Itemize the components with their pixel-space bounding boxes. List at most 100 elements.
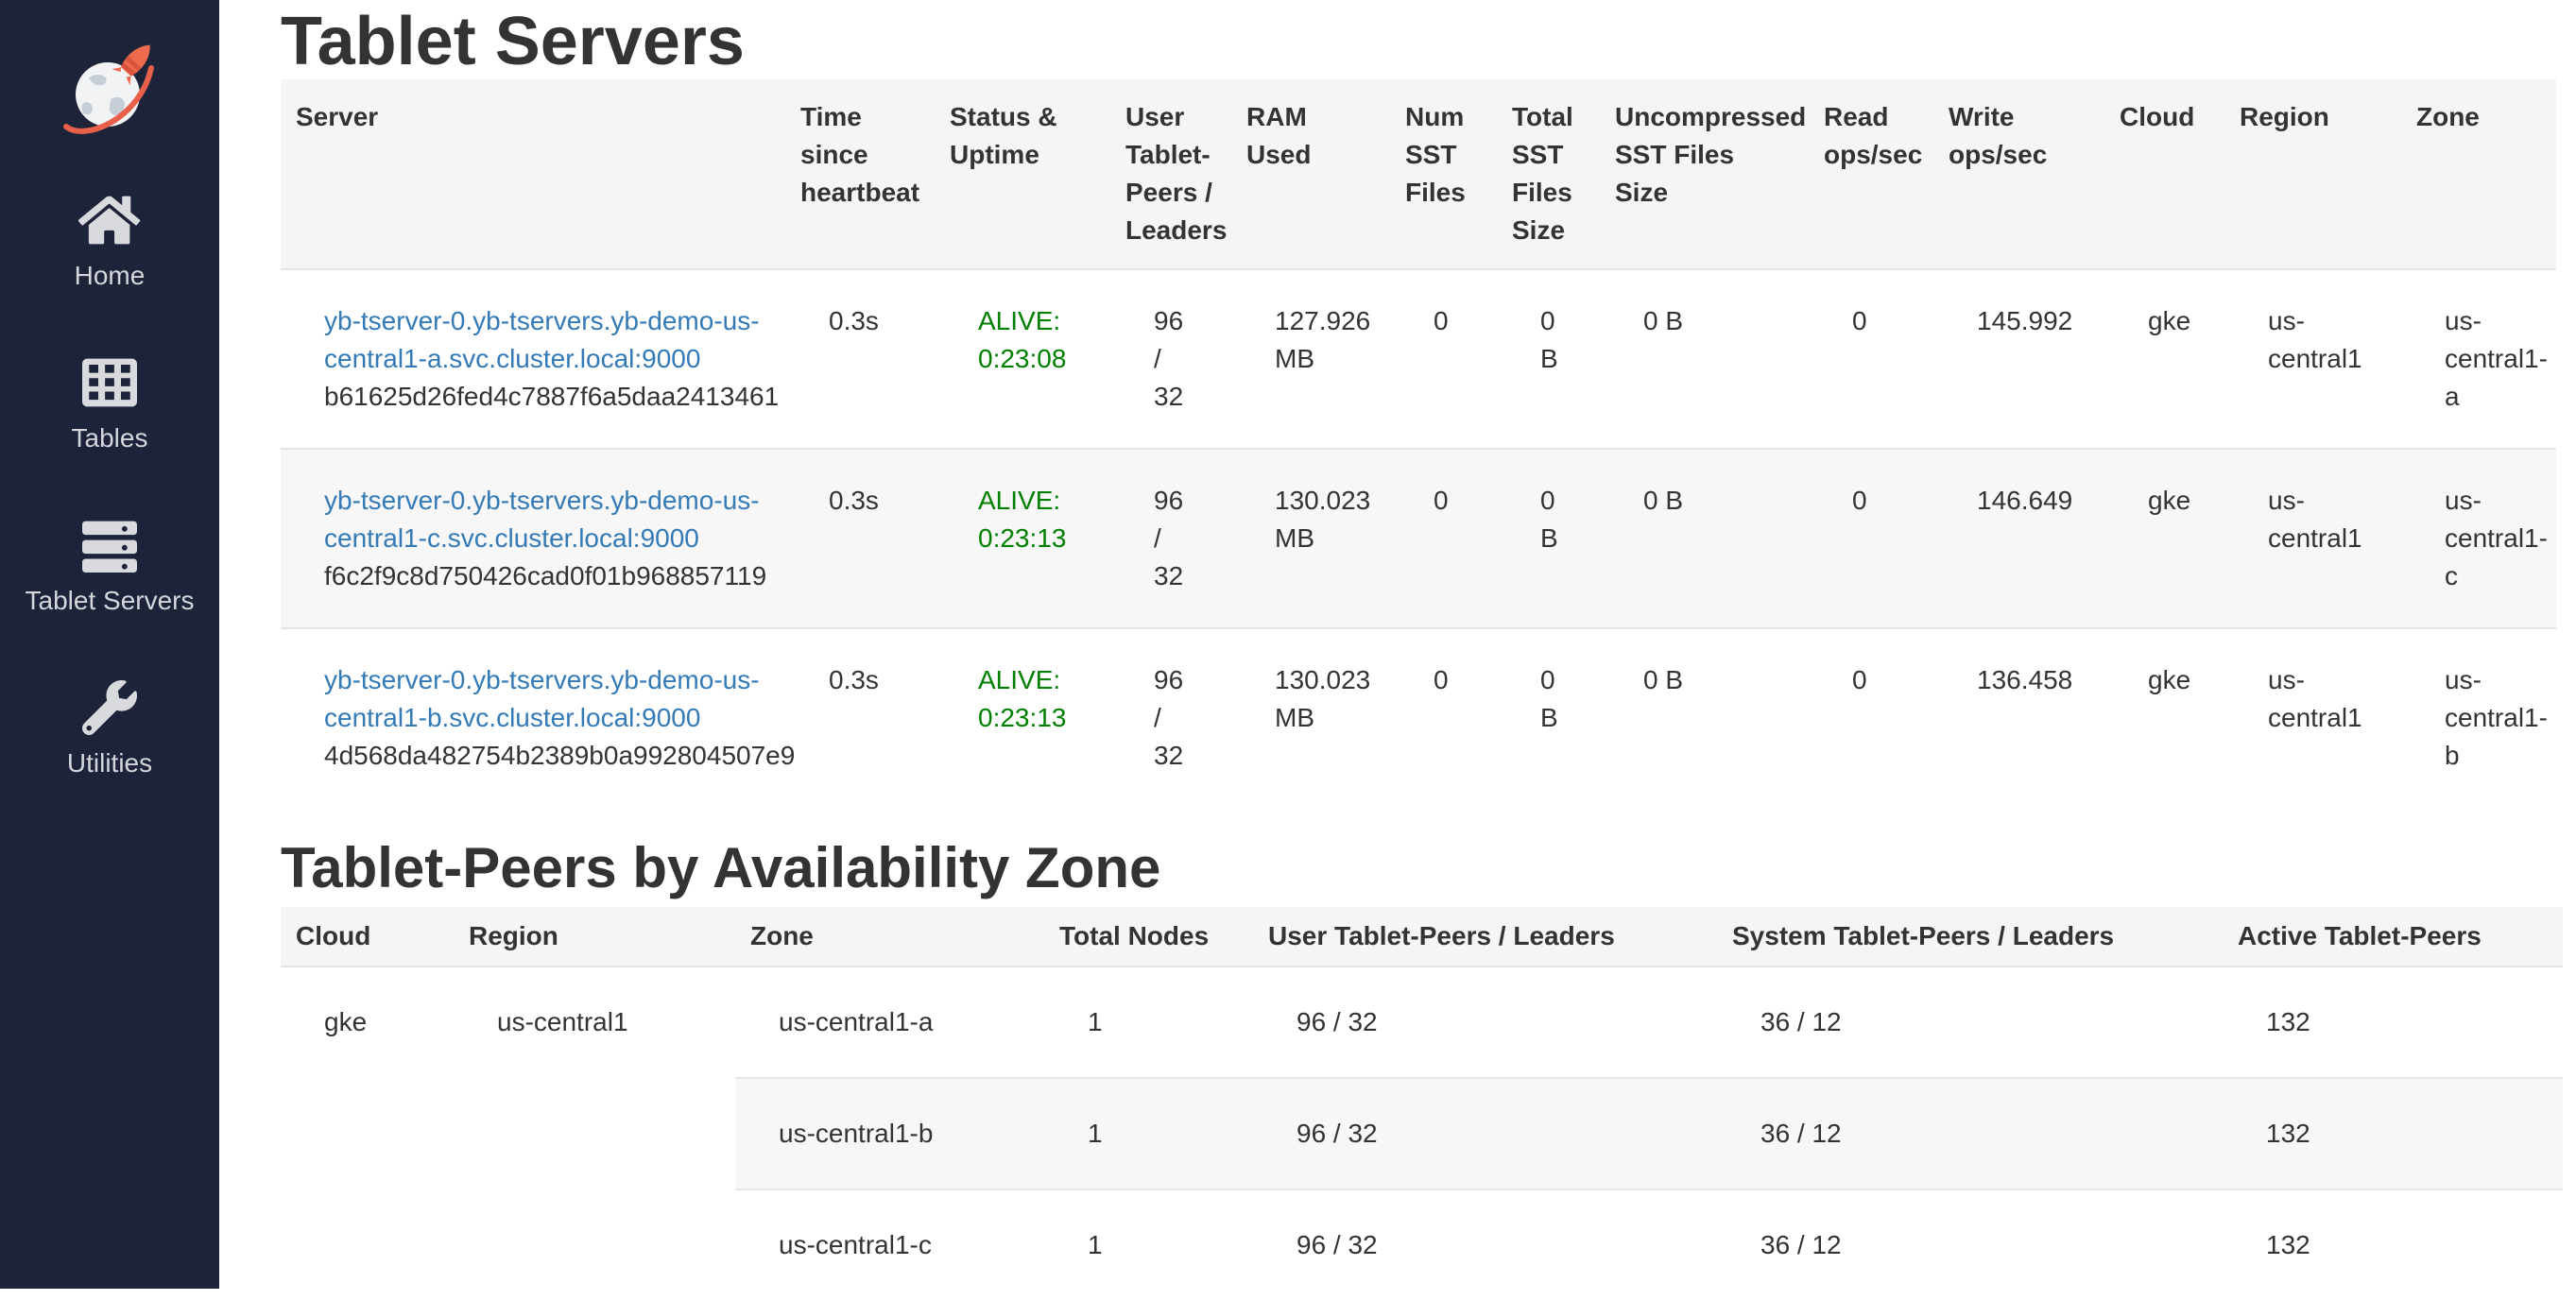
col-total-nodes: Total Nodes	[1044, 907, 1253, 966]
user-peers-cell: 96 / 32	[1253, 966, 1717, 1078]
az-row: us-central1-b 1 96 / 32 36 / 12 132	[281, 1077, 2563, 1189]
ram-cell: 127.926 MB	[1231, 268, 1390, 449]
col-server: Server	[281, 79, 785, 269]
col-total-sst: Total SST Files Size	[1497, 79, 1600, 269]
col-system-peers: System Tablet-Peers / Leaders	[1717, 907, 2223, 966]
server-uuid: b61625d26fed4c7887f6a5daa2413461	[324, 382, 780, 411]
region-cell: us-central1	[2224, 627, 2401, 807]
col-region: Region	[2224, 79, 2401, 269]
user-peers-cell: 96 / 32	[1253, 1077, 1717, 1189]
tablet-servers-icon	[82, 521, 137, 573]
col-zone: Zone	[2401, 79, 2556, 269]
col-zone: Zone	[735, 907, 1044, 966]
active-peers-cell: 132	[2223, 1077, 2563, 1189]
server-cell: yb-tserver-0.yb-tservers.yb-demo-us-cent…	[281, 268, 785, 449]
col-cloud: Cloud	[2104, 79, 2224, 269]
az-section-title: Tablet-Peers by Availability Zone	[281, 836, 1161, 899]
sidebar-item-label: Utilities	[66, 748, 153, 778]
tserver-row: yb-tserver-0.yb-tservers.yb-demo-us-cent…	[281, 268, 2556, 449]
col-active-peers: Active Tablet-Peers	[2223, 907, 2563, 966]
server-cell: yb-tserver-0.yb-tservers.yb-demo-us-cent…	[281, 627, 796, 807]
region-cell: us-central1	[454, 966, 735, 1300]
system-peers-cell: 36 / 12	[1717, 966, 2223, 1078]
az-row: us-central1-c 1 96 / 32 36 / 12 132	[281, 1189, 2563, 1300]
system-peers-cell: 36 / 12	[1717, 1189, 2223, 1300]
sidebar-item-tablet-servers[interactable]: Tablet Servers	[25, 518, 195, 620]
status-cell: ALIVE: 0:23:08	[935, 268, 1110, 449]
sidebar-item-label: Home	[74, 261, 146, 290]
heartbeat-cell: 0.3s	[785, 268, 935, 449]
active-peers-cell: 132	[2223, 1189, 2563, 1300]
heartbeat-cell: 0.3s	[785, 627, 935, 807]
active-peers-cell: 132	[2223, 966, 2563, 1078]
zone-cell: us-central1-c	[735, 1189, 1044, 1300]
write-ops-cell: 136.458	[1933, 627, 2104, 807]
zone-cell: us-central1-c	[2401, 448, 2556, 628]
status-cell: ALIVE: 0:23:13	[935, 448, 1110, 628]
sidebar-nav: Home Tables Tablet Servers Utilities	[25, 193, 195, 843]
status-text: ALIVE: 0:23:08	[978, 306, 1067, 373]
write-ops-cell: 145.992	[1933, 268, 2104, 449]
status-text: ALIVE: 0:23:13	[978, 665, 1067, 732]
utilities-icon	[81, 680, 137, 735]
col-heartbeat: Time since heartbeat	[785, 79, 935, 269]
tables-icon	[82, 358, 137, 407]
col-num-sst: Num SST Files	[1390, 79, 1497, 269]
user-peers-cell: 96 / 32	[1110, 268, 1231, 449]
zone-cell: us-central1-b	[735, 1077, 1044, 1189]
az-row: gke us-central1 us-central1-a 1 96 / 32 …	[281, 966, 2563, 1300]
tablet-servers-header-row: Server Time since heartbeat Status & Upt…	[281, 79, 2556, 269]
total-nodes-cell: 1	[1044, 966, 1253, 1078]
tserver-row: yb-tserver-0.yb-tservers.yb-demo-us-cent…	[281, 448, 2556, 628]
sidebar-item-label: Tables	[71, 423, 148, 453]
system-peers-cell: 36 / 12	[1717, 1077, 2223, 1189]
az-table: Cloud Region Zone Total Nodes User Table…	[281, 907, 2563, 1300]
cloud-cell: gke	[2104, 448, 2224, 628]
yugabyte-logo[interactable]	[53, 32, 166, 151]
sidebar: Home Tables Tablet Servers Utilities	[0, 0, 219, 1289]
cloud-cell: gke	[2104, 627, 2224, 807]
cloud-cell: gke	[2104, 268, 2224, 449]
sidebar-item-label: Tablet Servers	[25, 586, 195, 615]
tablet-servers-table: Server Time since heartbeat Status & Upt…	[281, 79, 2556, 807]
server-link[interactable]: yb-tserver-0.yb-tservers.yb-demo-us-cent…	[324, 665, 760, 732]
col-ram: RAM Used	[1231, 79, 1390, 269]
total-nodes-cell: 1	[1044, 1077, 1253, 1189]
ram-cell: 130.023 MB	[1231, 627, 1390, 807]
write-ops-cell: 146.649	[1933, 448, 2104, 628]
num-sst-cell: 0	[1390, 448, 1497, 628]
sidebar-item-home[interactable]: Home	[74, 193, 146, 295]
tserver-row: yb-tserver-0.yb-tservers.yb-demo-us-cent…	[281, 627, 2556, 807]
total-nodes-cell: 1	[1044, 1189, 1253, 1300]
server-cell: yb-tserver-0.yb-tservers.yb-demo-us-cent…	[281, 448, 785, 628]
server-uuid: f6c2f9c8d750426cad0f01b968857119	[324, 561, 767, 590]
num-sst-cell: 0	[1390, 627, 1497, 807]
uncompressed-sst-cell: 0 B	[1600, 268, 1809, 449]
zone-cell: us-central1-a	[2401, 268, 2556, 449]
server-link[interactable]: yb-tserver-0.yb-tservers.yb-demo-us-cent…	[324, 306, 760, 373]
col-region: Region	[454, 907, 735, 966]
cloud-cell: gke	[281, 966, 454, 1300]
region-cell: us-central1	[2224, 268, 2401, 449]
col-user-peers: User Tablet-Peers / Leaders	[1110, 79, 1231, 269]
user-peers-cell: 96 / 32	[1253, 1189, 1717, 1300]
user-peers-cell: 96 / 32	[1110, 448, 1231, 628]
read-ops-cell: 0	[1809, 448, 1933, 628]
user-peers-cell: 96 / 32	[1110, 627, 1231, 807]
server-uuid: 4d568da482754b2389b0a992804507e9	[324, 741, 796, 770]
col-uncompressed-sst: Uncompressed SST Files Size	[1600, 79, 1809, 269]
sidebar-item-utilities[interactable]: Utilities	[67, 680, 152, 782]
region-cell: us-central1	[2224, 448, 2401, 628]
zone-cell: us-central1-a	[735, 966, 1044, 1078]
server-link[interactable]: yb-tserver-0.yb-tservers.yb-demo-us-cent…	[324, 486, 760, 553]
ram-cell: 130.023 MB	[1231, 448, 1390, 628]
col-read-ops: Read ops/sec	[1809, 79, 1933, 269]
main-content: Tablet Servers Server Time since heartbe…	[219, 0, 2576, 1300]
uncompressed-sst-cell: 0 B	[1600, 627, 1809, 807]
read-ops-cell: 0	[1809, 627, 1933, 807]
yugabyte-logo-icon	[63, 44, 154, 134]
status-cell: ALIVE: 0:23:13	[935, 627, 1110, 807]
sidebar-item-tables[interactable]: Tables	[71, 355, 148, 457]
status-text: ALIVE: 0:23:13	[978, 486, 1067, 553]
col-status: Status & Uptime	[935, 79, 1110, 269]
